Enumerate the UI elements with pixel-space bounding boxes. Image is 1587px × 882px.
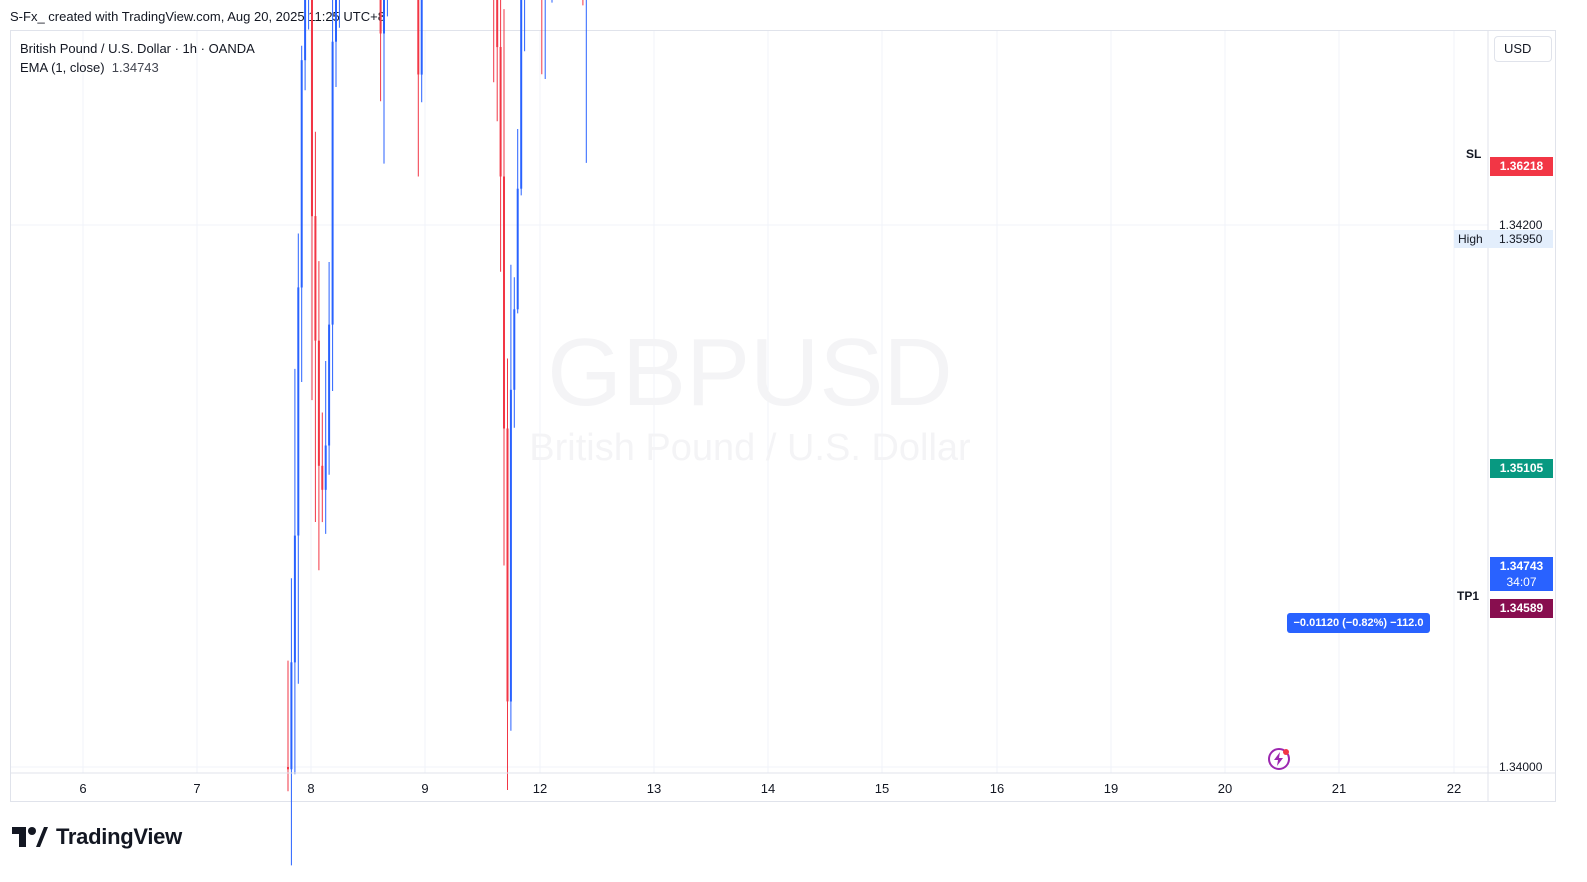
measure-badge: −0.01120 (−0.82%) −112.0 <box>1287 613 1430 633</box>
sl-label: SL <box>1466 147 1482 161</box>
tp-price-tag: 1.34589 <box>1490 599 1553 618</box>
candle-body <box>499 47 502 177</box>
candle-body <box>324 445 327 490</box>
candle-body <box>417 0 420 75</box>
watermark-description: British Pound / U.S. Dollar <box>529 427 971 469</box>
watermark-ticker: GBPUSD <box>547 319 952 426</box>
chart-caption: S-Fx_ created with TradingView.com, Aug … <box>10 9 385 24</box>
tradingview-wordmark: TradingView <box>56 824 182 849</box>
candle-body <box>516 188 519 310</box>
x-tick-label: 15 <box>875 781 889 796</box>
x-tick-label: 14 <box>761 781 775 796</box>
y-tick-label: 1.34000 <box>1499 760 1543 774</box>
candle-body <box>290 662 293 770</box>
candle-body <box>293 535 296 663</box>
indicator-name[interactable]: EMA (1, close) <box>20 60 105 75</box>
candle-body <box>513 309 516 390</box>
x-tick-label: 12 <box>533 781 547 796</box>
x-tick-label: 13 <box>647 781 661 796</box>
x-tick-label: 20 <box>1218 781 1232 796</box>
axes: 6 7 8 9 12 13 14 15 16 19 20 21 22 1.34000 1.34200 1.34… <box>11 31 1555 802</box>
y-tick-label: 1.34200 <box>1499 218 1543 232</box>
candle-body <box>506 428 509 702</box>
candle-body <box>420 0 423 75</box>
candle-body <box>328 324 331 446</box>
x-tick-label: 21 <box>1332 781 1346 796</box>
x-tick-label: 16 <box>990 781 1004 796</box>
candle-body <box>383 0 385 34</box>
currency-button[interactable]: USD <box>1494 36 1552 62</box>
candle-body <box>379 0 382 34</box>
chart-frame <box>10 30 1556 802</box>
high-label: High 1.35950 <box>1454 230 1553 248</box>
last-price-tag: 1.34743 34:07 <box>1490 557 1553 591</box>
sl-price-tag: 1.36218 <box>1490 157 1553 176</box>
x-tick-label: 19 <box>1104 781 1118 796</box>
candle-body <box>297 287 300 536</box>
x-tick-label: 9 <box>421 781 428 796</box>
tradingview-logo[interactable]: TradingView <box>12 822 182 852</box>
high-text: High <box>1458 232 1483 246</box>
last-price-value: 1.34743 <box>1499 559 1544 573</box>
tp-label: TP1 <box>1457 589 1480 603</box>
candle-body <box>304 0 307 61</box>
candle-body <box>509 389 512 702</box>
candle-body <box>496 0 499 48</box>
x-tick-label: 22 <box>1447 781 1461 796</box>
candle-body <box>520 0 523 189</box>
candle-body <box>321 465 324 490</box>
x-tick-label: 6 <box>79 781 86 796</box>
candle-body <box>287 767 289 770</box>
candle-body <box>331 41 334 325</box>
candle-body <box>314 216 317 341</box>
candle-body <box>317 340 320 466</box>
candle-body <box>335 0 337 42</box>
candle-body <box>503 176 505 429</box>
candles <box>287 0 587 866</box>
candle-body <box>311 0 313 217</box>
indicator-value: 1.34743 <box>111 60 159 75</box>
bar-countdown: 34:07 <box>1506 575 1537 589</box>
high-value: 1.35950 <box>1499 232 1543 246</box>
x-tick-label: 7 <box>193 781 200 796</box>
flash-icon[interactable] <box>1267 747 1291 771</box>
entry-price-tag: 1.35105 <box>1490 459 1553 478</box>
candle-body <box>300 60 303 288</box>
x-tick-label: 8 <box>307 781 314 796</box>
tradingview-logo-icon <box>12 827 48 847</box>
symbol-title[interactable]: British Pound / U.S. Dollar · 1h · OANDA <box>20 41 255 56</box>
chart-legend[interactable]: British Pound / U.S. Dollar · 1h · OANDA… <box>20 39 255 77</box>
